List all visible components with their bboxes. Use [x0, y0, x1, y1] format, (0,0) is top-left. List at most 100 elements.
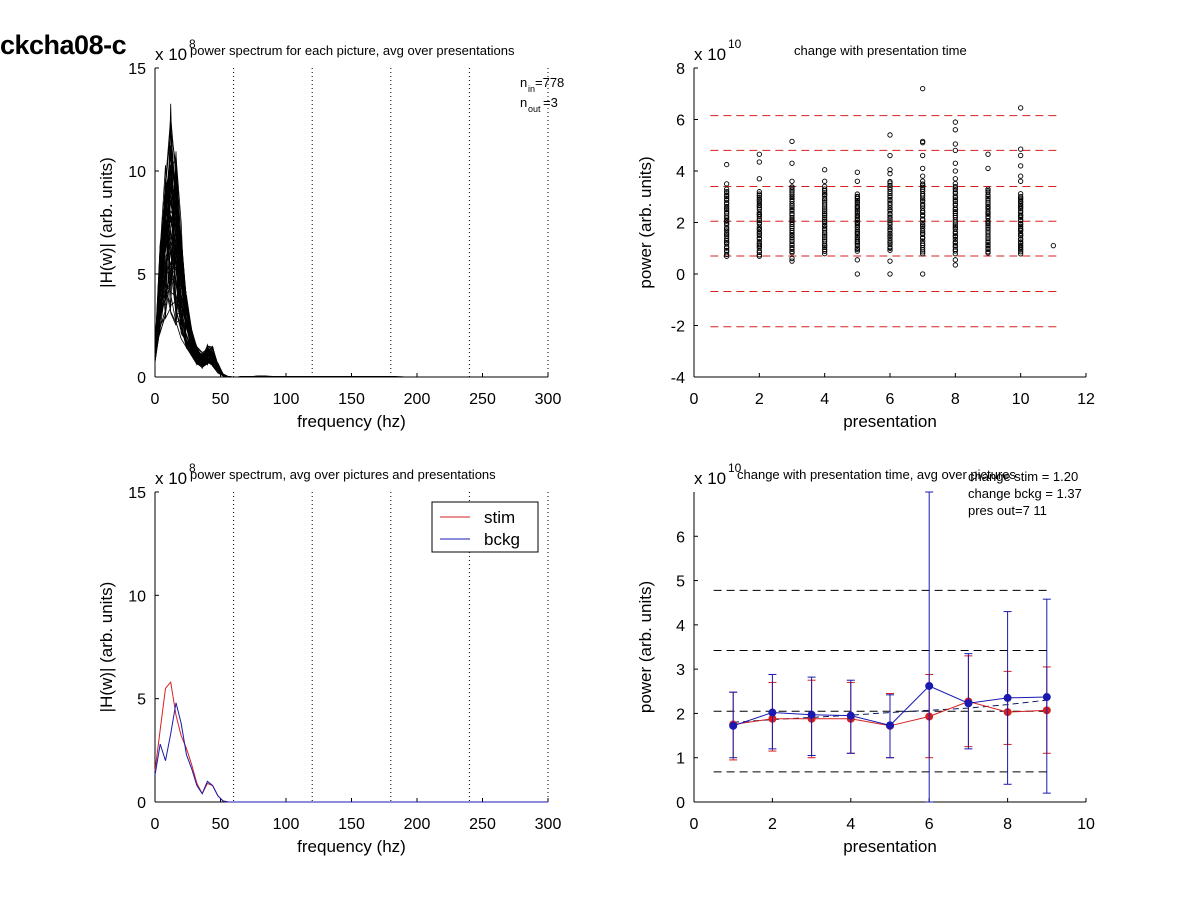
y-tick-label: 2	[676, 706, 685, 723]
y-tick-label: 4	[676, 618, 685, 635]
data-point	[789, 160, 795, 166]
data-point	[756, 239, 762, 245]
data-point	[724, 233, 730, 239]
data-point	[854, 191, 860, 197]
data-point	[854, 257, 860, 263]
spectrum-line	[154, 169, 548, 378]
data-point	[887, 152, 893, 159]
data-point	[887, 247, 893, 253]
data-point	[756, 159, 762, 165]
x-tick-label: 10	[1012, 391, 1030, 408]
data-point	[1018, 251, 1024, 257]
data-point	[789, 178, 795, 184]
data-point	[854, 248, 860, 254]
data-point	[920, 225, 926, 232]
x-tick-label: 0	[151, 391, 160, 408]
y-axis-label: |H(w)| (arb. units)	[97, 582, 116, 713]
data-point	[822, 209, 828, 215]
spectrum-line	[154, 191, 548, 378]
data-point	[1018, 239, 1024, 245]
x-axis-label: presentation	[843, 412, 937, 431]
data-point	[887, 178, 893, 185]
x-tick-label: 250	[469, 391, 496, 408]
data-point	[854, 227, 860, 233]
data-point	[920, 152, 926, 159]
spectrum-line	[154, 155, 548, 378]
data-point	[854, 271, 860, 277]
data-point	[985, 226, 991, 232]
x-tick-label: 2	[768, 816, 777, 833]
y-tick-label: -2	[671, 319, 685, 336]
x-tick-label: 200	[404, 816, 431, 833]
figure-title: ckcha08-c	[0, 30, 127, 60]
data-point	[822, 216, 828, 222]
data-point	[920, 85, 926, 92]
data-point	[854, 236, 860, 243]
data-point	[789, 255, 795, 262]
y-tick-label: 1	[676, 751, 685, 768]
change-annotation: pres out=7 11	[968, 503, 1047, 518]
data-point	[724, 193, 730, 200]
data-point	[952, 239, 958, 245]
data-point	[985, 230, 991, 236]
series-bckg	[729, 491, 1051, 803]
data-point	[985, 241, 991, 248]
spectrum-line	[154, 117, 548, 378]
data-point	[1018, 209, 1024, 216]
data-point	[789, 138, 795, 145]
data-point	[854, 178, 860, 184]
data-point	[756, 176, 762, 182]
y-axis-label: power (arb. units)	[636, 156, 655, 288]
data-point	[985, 197, 991, 203]
n-out-annotation: n	[520, 95, 527, 110]
data-point	[920, 271, 926, 277]
data-point	[1018, 152, 1024, 159]
spectrum-line	[154, 165, 548, 378]
spectrum-line	[154, 154, 548, 378]
data-point	[887, 167, 893, 173]
data-point	[854, 193, 860, 200]
data-point	[789, 258, 795, 264]
spectrum-line	[154, 103, 548, 378]
data-point	[985, 203, 991, 209]
spectrum-line	[154, 186, 548, 378]
series-marker-bckg	[886, 721, 894, 730]
data-point	[1018, 105, 1024, 111]
series-marker-bckg	[1042, 693, 1051, 702]
data-point	[822, 191, 828, 198]
spectrum-line	[154, 183, 548, 378]
y-tick-label: 15	[128, 485, 146, 502]
data-point	[854, 210, 860, 217]
plot-p1: 0 50 100 150 200 250 300 0 5 10 15 frequency (hz) |H…	[97, 37, 564, 431]
plot-p4: 0 2 4 6 8 10 0 1 2 3 4 5 6 presentation power (arb. un…	[636, 461, 1095, 856]
data-point	[920, 251, 926, 257]
data-point	[920, 184, 926, 190]
x-tick-label: 50	[212, 391, 230, 408]
y-tick-label: 0	[137, 795, 146, 812]
data-point	[920, 201, 926, 207]
data-point	[1018, 220, 1024, 226]
x-tick-label: 8	[951, 391, 960, 408]
data-point	[952, 224, 958, 231]
spectrum-line	[154, 130, 548, 378]
data-point	[887, 236, 893, 242]
y-tick-label: 3	[676, 662, 685, 679]
data-point	[789, 225, 795, 231]
data-point	[887, 170, 893, 177]
data-point	[724, 197, 730, 203]
data-point	[822, 186, 828, 192]
x-tick-label: 0	[151, 816, 160, 833]
data-point	[1018, 236, 1024, 242]
x-tick-label: 10	[1077, 816, 1095, 833]
data-point	[822, 218, 828, 224]
data-point	[952, 176, 958, 182]
series-line-stim	[154, 680, 548, 803]
x-tick-label: 250	[469, 816, 496, 833]
data-point	[985, 239, 991, 246]
spectrum-line	[154, 166, 548, 378]
data-point	[887, 196, 893, 203]
data-point	[822, 207, 828, 213]
data-point	[1018, 163, 1024, 169]
data-point	[952, 197, 958, 203]
exponent-label: x 10	[694, 45, 726, 64]
